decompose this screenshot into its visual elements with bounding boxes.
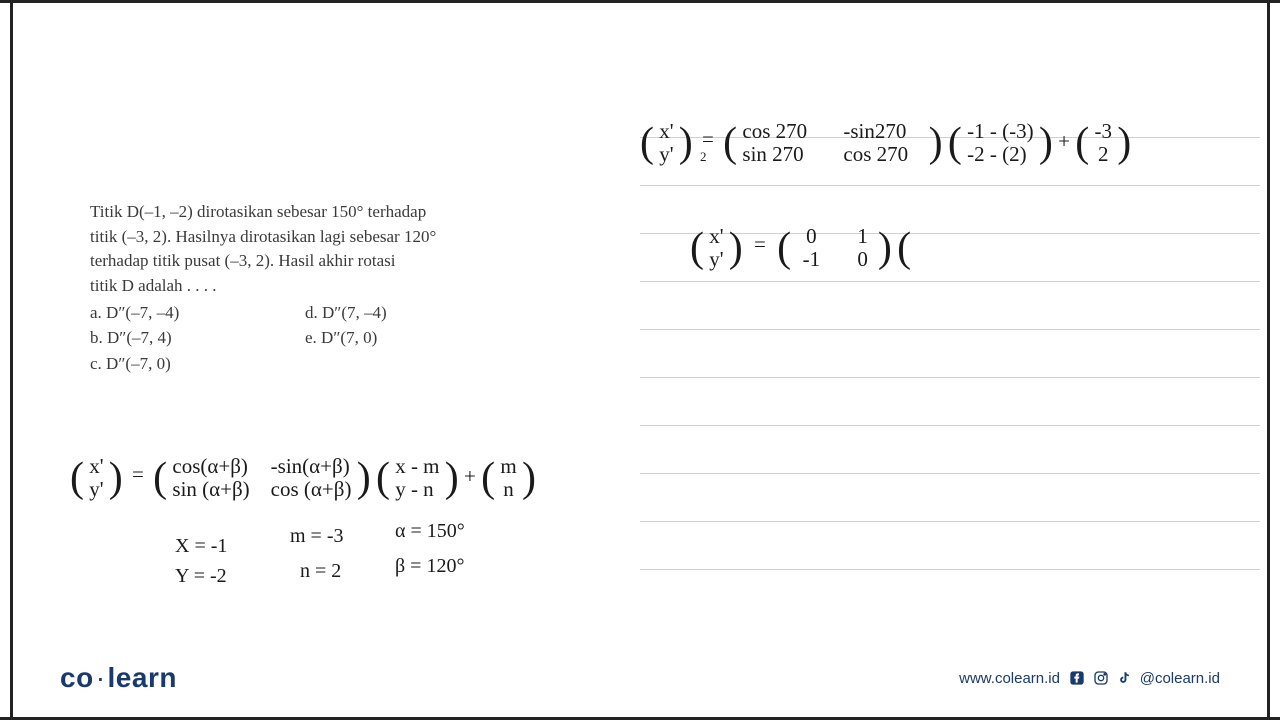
- question-line-1: Titik D(–1, –2) dirotasikan sebesar 150°…: [90, 200, 520, 225]
- eq1-v1a: -1 - (-3): [967, 119, 1033, 143]
- eq3-v1a: x - m: [395, 454, 439, 478]
- eq1-m12: -sin270: [843, 119, 906, 143]
- logo-co: co: [60, 662, 94, 693]
- handwriting-eq1: ( x' y' ) = 2 ( cos 270 sin 270 -sin270 …: [640, 120, 1131, 166]
- facebook-icon: [1068, 669, 1086, 687]
- footer-bar: co·learn www.colearn.id @colearn.id: [0, 658, 1280, 698]
- eq1-m21: sin 270: [742, 142, 803, 166]
- eq3-xprime: x': [89, 454, 103, 478]
- tiktok-icon: [1116, 669, 1134, 687]
- frame-border-top: [0, 0, 1280, 3]
- question-line-2: titik (–3, 2). Hasilnya dirotasikan lagi…: [90, 225, 520, 250]
- eq3-equals: =: [132, 462, 144, 486]
- frame-border-right: [1267, 0, 1270, 720]
- eq3-v2a: m: [500, 454, 516, 478]
- eq3-yprime: y': [89, 477, 103, 501]
- eq3-m22: cos (α+β): [271, 477, 352, 501]
- social-handles: @colearn.id: [1068, 669, 1220, 687]
- handwriting-eq2: ( x' y' ) = ( 0 -1 1 0 ) (: [690, 225, 911, 271]
- option-a: a. D″(–7, –4): [90, 301, 305, 326]
- website-url: www.colearn.id: [959, 670, 1060, 687]
- eq3-m11: cos(α+β): [172, 454, 248, 478]
- eq1-v2a: -3: [1094, 119, 1112, 143]
- answer-options: a. D″(–7, –4) d. D″(7, –4) b. D″(–7, 4) …: [90, 301, 520, 377]
- eq1-sub2: 2: [700, 149, 707, 165]
- eq2-m11: 0: [806, 224, 817, 248]
- handwriting-var-m: m = -3: [290, 525, 344, 548]
- question-text: Titik D(–1, –2) dirotasikan sebesar 150°…: [90, 200, 520, 376]
- eq1-xprime: x': [659, 119, 673, 143]
- option-b: b. D″(–7, 4): [90, 326, 305, 351]
- eq2-yprime: y': [709, 247, 723, 271]
- question-line-4: titik D adalah . . . .: [90, 274, 520, 299]
- eq1-yprime: y': [659, 142, 673, 166]
- eq1-m11: cos 270: [742, 119, 807, 143]
- option-c: c. D″(–7, 0): [90, 352, 305, 377]
- eq1-v2b: 2: [1098, 142, 1109, 166]
- eq1-plus: +: [1058, 129, 1070, 153]
- option-d: d. D″(7, –4): [305, 301, 520, 326]
- handwriting-var-x: X = -1: [175, 535, 227, 558]
- handwriting-var-alpha: α = 150°: [395, 520, 465, 543]
- eq1-equals: =: [702, 127, 714, 151]
- eq2-xprime: x': [709, 224, 723, 248]
- option-e: e. D″(7, 0): [305, 326, 520, 351]
- eq1-v1b: -2 - (2): [967, 142, 1026, 166]
- eq3-plus: +: [464, 464, 476, 488]
- eq2-m12: 1: [857, 224, 868, 248]
- eq2-m22: 0: [857, 247, 868, 271]
- social-handle-text: @colearn.id: [1140, 670, 1220, 687]
- brand-logo: co·learn: [60, 662, 177, 694]
- question-line-3: terhadap titik pusat (–3, 2). Hasil akhi…: [90, 249, 520, 274]
- handwriting-eq3: ( x' y' ) = ( cos(α+β) sin (α+β) -sin(α+…: [70, 455, 536, 501]
- frame-border-left: [10, 0, 13, 720]
- handwriting-var-n: n = 2: [300, 560, 341, 583]
- eq3-v2b: n: [503, 477, 514, 501]
- eq3-m21: sin (α+β): [172, 477, 249, 501]
- eq2-equals: =: [754, 232, 766, 256]
- logo-learn: learn: [108, 662, 177, 693]
- eq2-m21: -1: [803, 247, 821, 271]
- eq3-m12: -sin(α+β): [271, 454, 350, 478]
- handwriting-var-beta: β = 120°: [395, 555, 464, 578]
- eq1-m22: cos 270: [843, 142, 908, 166]
- handwriting-var-y: Y = -2: [175, 565, 227, 588]
- instagram-icon: [1092, 669, 1110, 687]
- eq3-v1b: y - n: [395, 477, 434, 501]
